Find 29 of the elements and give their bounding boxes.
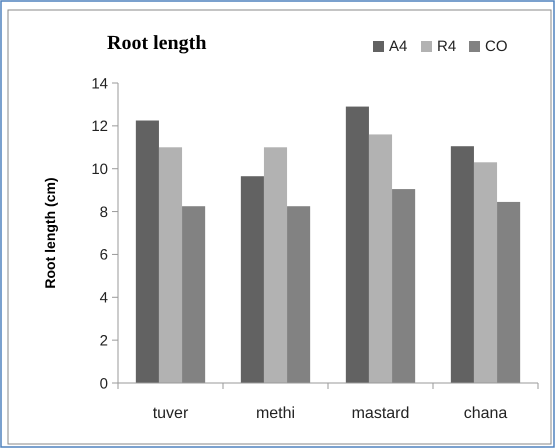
bar [346, 106, 369, 383]
y-tick-label: 8 [100, 204, 108, 221]
y-tick-label: 2 [100, 332, 108, 350]
x-tick-label: tuver [152, 405, 189, 422]
bar [264, 147, 288, 383]
bar [136, 120, 159, 383]
y-axis-title: Root length (cm) [42, 177, 58, 289]
bar [287, 206, 310, 383]
bar [392, 189, 416, 383]
bar [450, 146, 474, 383]
y-tick-label: 14 [91, 75, 108, 92]
legend-label: A4 [389, 38, 408, 55]
bar [240, 176, 264, 383]
y-tick-label: 0 [100, 375, 108, 392]
bar [182, 206, 206, 383]
x-tick-label: mastard [352, 405, 410, 422]
chart-title: Root length [107, 32, 206, 54]
legend-label: R4 [437, 38, 456, 55]
x-tick-label: methi [256, 405, 296, 422]
x-tick-label: chana [464, 405, 508, 422]
bar [497, 202, 520, 383]
y-tick-label: 10 [91, 160, 108, 178]
bar [368, 134, 392, 383]
y-tick-label: 12 [91, 118, 108, 136]
bar [474, 162, 498, 383]
legend-label: CO [485, 38, 508, 55]
y-tick-label: 6 [100, 246, 108, 264]
y-tick-label: 4 [100, 290, 108, 307]
bar [158, 147, 182, 383]
